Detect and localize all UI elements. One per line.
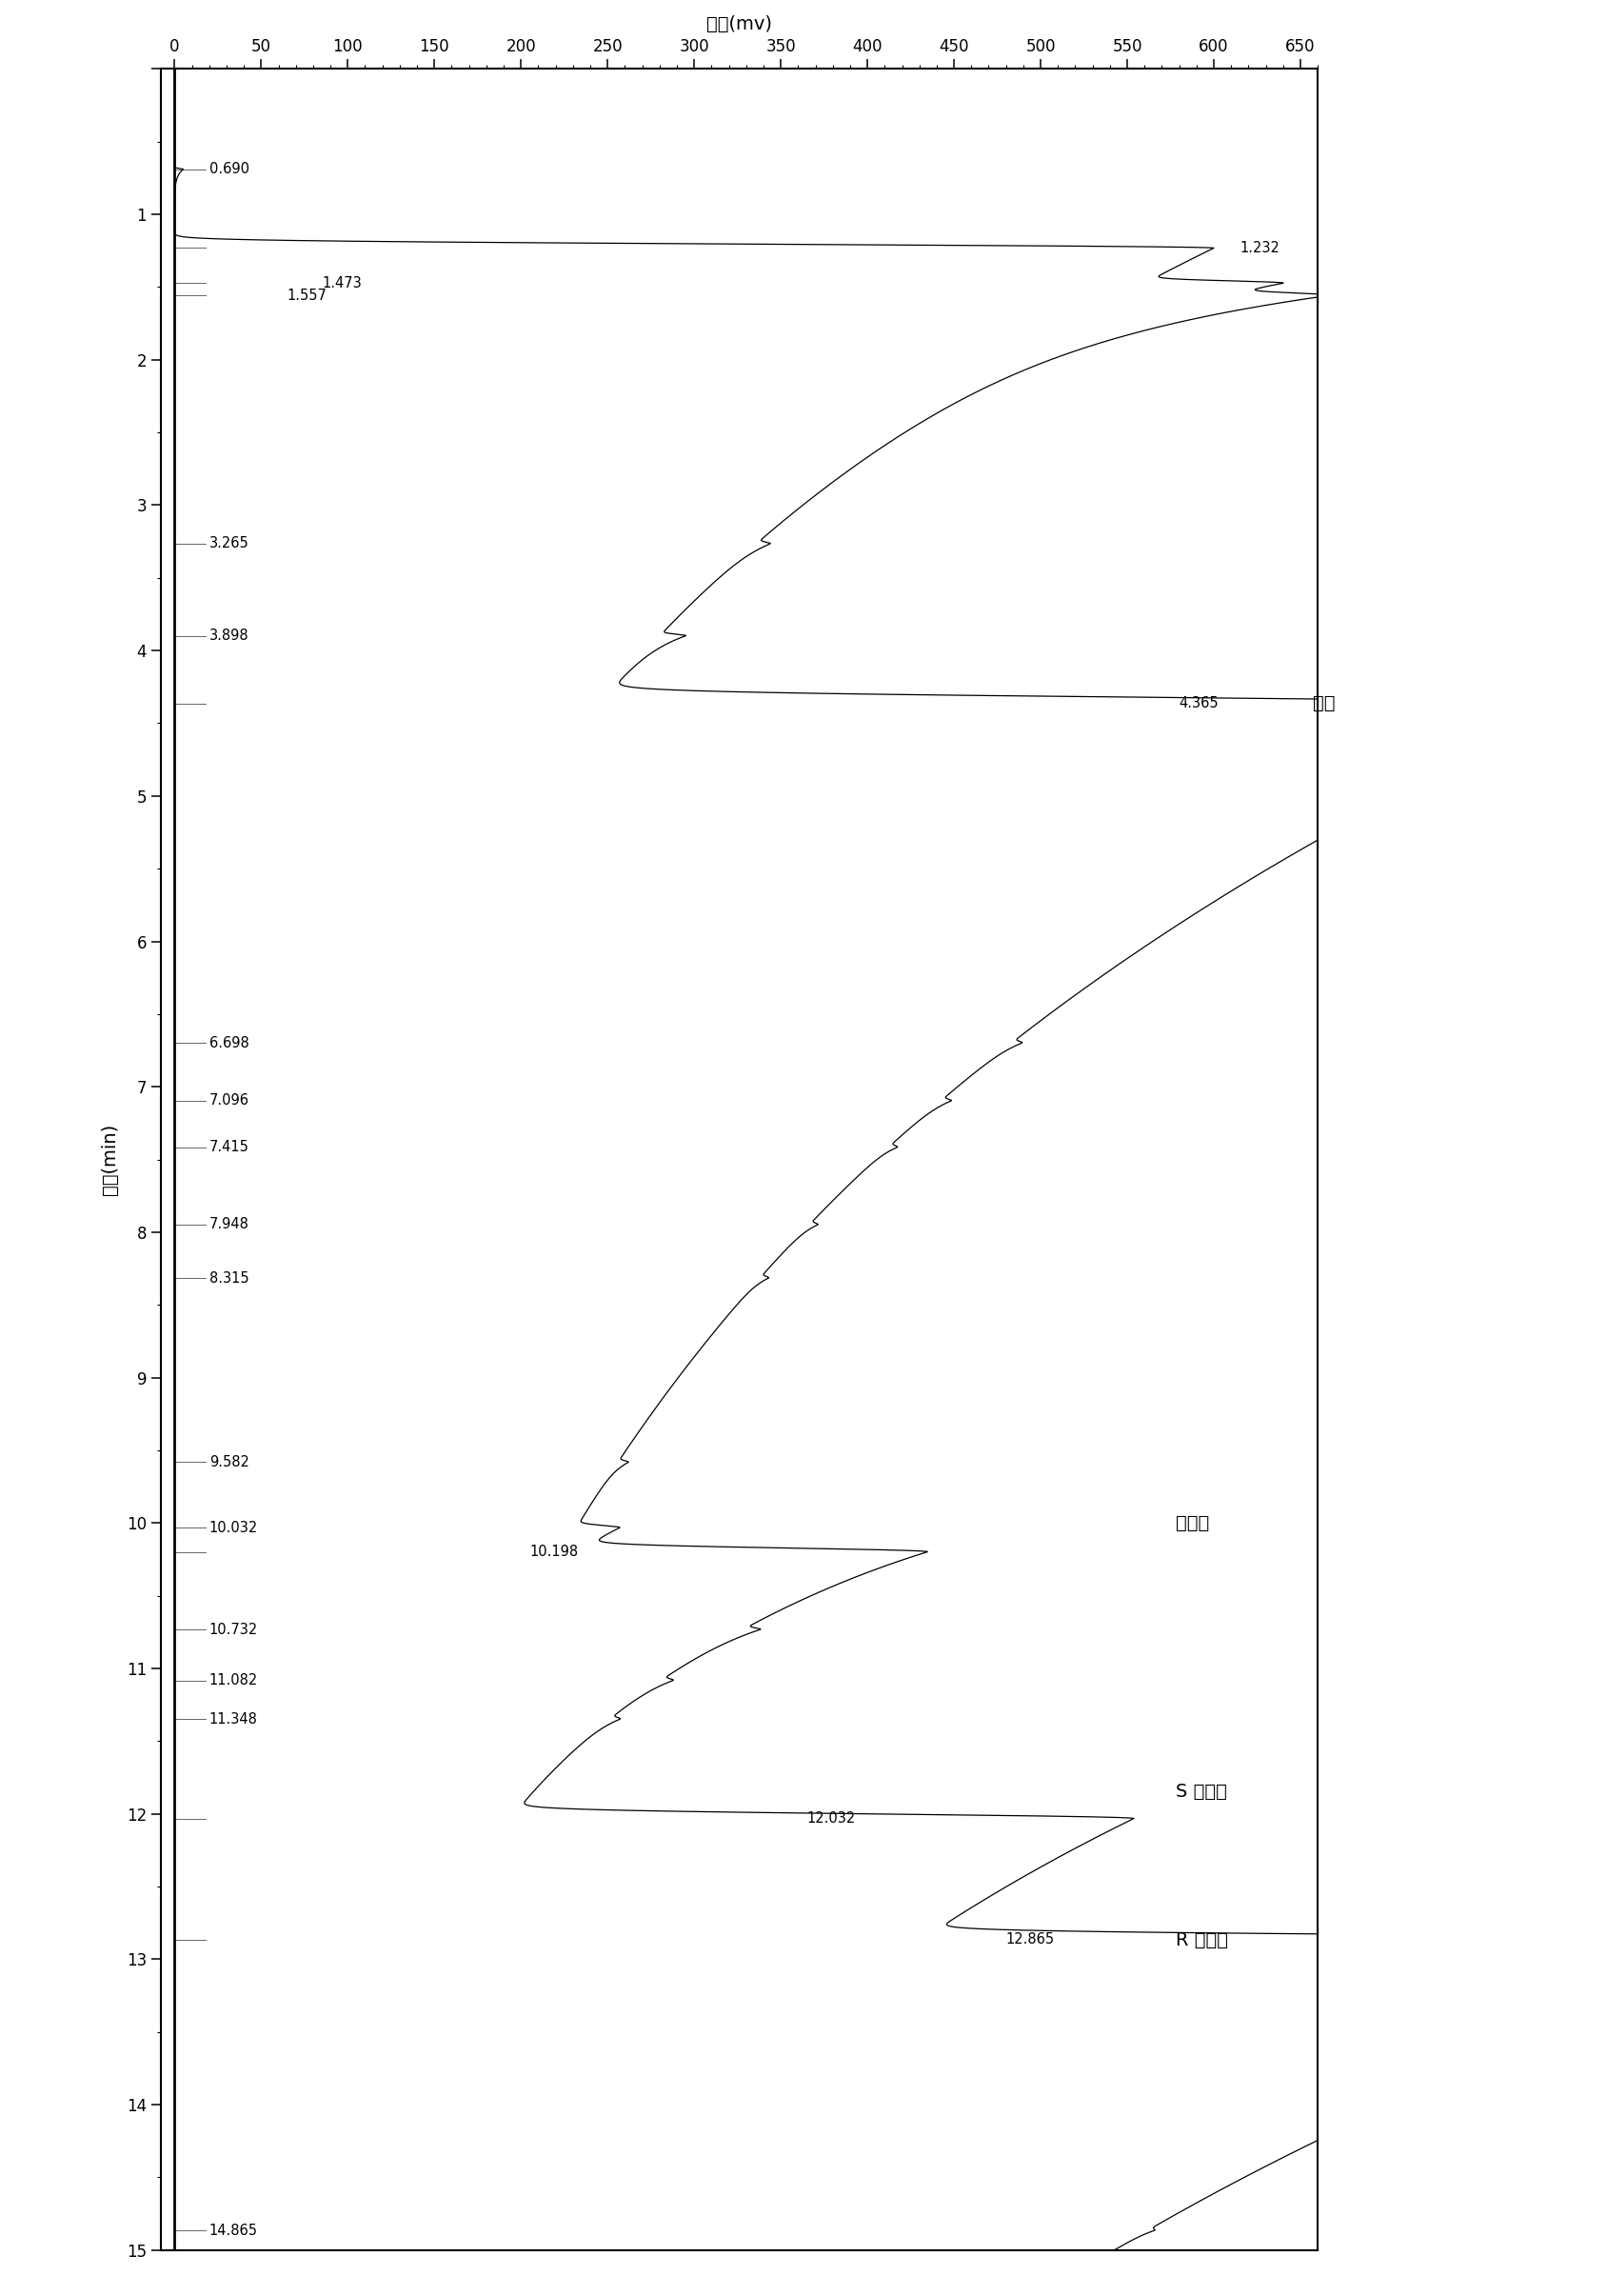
Text: 1.557: 1.557 (288, 287, 326, 303)
Text: 7.096: 7.096 (209, 1093, 249, 1109)
Text: 1.232: 1.232 (1239, 241, 1279, 255)
Text: 12.032: 12.032 (807, 1812, 855, 1825)
Text: 8.315: 8.315 (209, 1272, 249, 1286)
Text: 7.415: 7.415 (209, 1141, 249, 1155)
Text: 6.698: 6.698 (209, 1035, 249, 1049)
Text: 3.265: 3.265 (209, 537, 249, 551)
Text: 3.898: 3.898 (209, 629, 249, 643)
Text: 10.032: 10.032 (209, 1520, 259, 1534)
Text: 11.082: 11.082 (209, 1674, 259, 1688)
Text: 7.948: 7.948 (209, 1217, 249, 1231)
Text: 0.690: 0.690 (209, 163, 249, 177)
Text: 10.732: 10.732 (209, 1623, 259, 1637)
Text: 11.348: 11.348 (209, 1713, 257, 1727)
X-axis label: 电压(mv): 电压(mv) (707, 16, 771, 34)
Text: 12.865: 12.865 (1006, 1933, 1054, 1947)
Text: 9.582: 9.582 (209, 1456, 249, 1469)
Text: 1.473: 1.473 (321, 276, 362, 289)
Text: 十二烷: 十二烷 (1176, 1513, 1208, 1531)
Text: 14.865: 14.865 (209, 2223, 257, 2239)
Text: 底物: 底物 (1313, 696, 1335, 712)
Text: S 型产物: S 型产物 (1176, 1784, 1228, 1800)
Text: R 型产物: R 型产物 (1176, 1931, 1228, 1949)
Text: 4.365: 4.365 (1180, 696, 1218, 712)
Y-axis label: 时间(min): 时间(min) (101, 1123, 119, 1196)
Text: 10.198: 10.198 (530, 1545, 579, 1559)
